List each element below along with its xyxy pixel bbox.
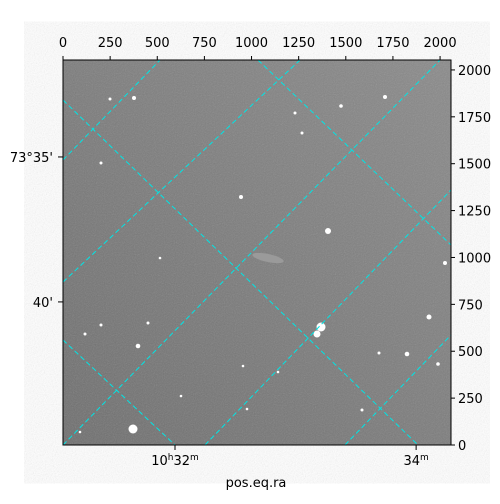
- dec-tick-label: 40': [33, 296, 53, 311]
- ra-label-part: h: [168, 453, 174, 463]
- ra-label-part: 10: [151, 454, 168, 469]
- y-tick-label: 750: [458, 298, 483, 313]
- dec-tick-label: 73°35': [10, 151, 53, 166]
- x-tick-label: 750: [192, 36, 217, 51]
- stars: [78, 95, 447, 434]
- x-tick-label: 1750: [376, 36, 409, 51]
- ra-label-part: m: [190, 453, 199, 463]
- y-tick-label: 0: [458, 439, 466, 454]
- frame: [62, 59, 452, 446]
- ra-tick-label: 10h32m: [151, 453, 199, 469]
- y-tick-label: 250: [458, 392, 483, 407]
- galaxy: [252, 252, 284, 264]
- y-tick-label: 1500: [458, 158, 491, 173]
- x-tick-label: 2000: [424, 36, 457, 51]
- x-tick-label: 500: [145, 36, 170, 51]
- image-noise: [63, 60, 451, 445]
- x-tick-label: 250: [98, 36, 123, 51]
- ra-label-part: m: [420, 453, 429, 463]
- y-tick-label: 1750: [458, 111, 491, 126]
- ra-label-part: 32: [173, 454, 190, 469]
- y-tick-label: 1000: [458, 251, 491, 266]
- x-tick-label: 1500: [329, 36, 362, 51]
- x-axis-label: pos.eq.ra: [226, 476, 287, 491]
- y-tick-label: 1250: [458, 205, 491, 220]
- x-tick-label: 1250: [282, 36, 315, 51]
- wcs-grid: [62, 59, 452, 446]
- ra-tick-label: 34m: [403, 453, 428, 469]
- y-tick-label: 2000: [458, 64, 491, 79]
- x-tick-label: 0: [59, 36, 67, 51]
- y-tick-label: 500: [458, 345, 483, 360]
- x-tick-label: 1000: [235, 36, 268, 51]
- ra-label-part: 34: [403, 454, 420, 469]
